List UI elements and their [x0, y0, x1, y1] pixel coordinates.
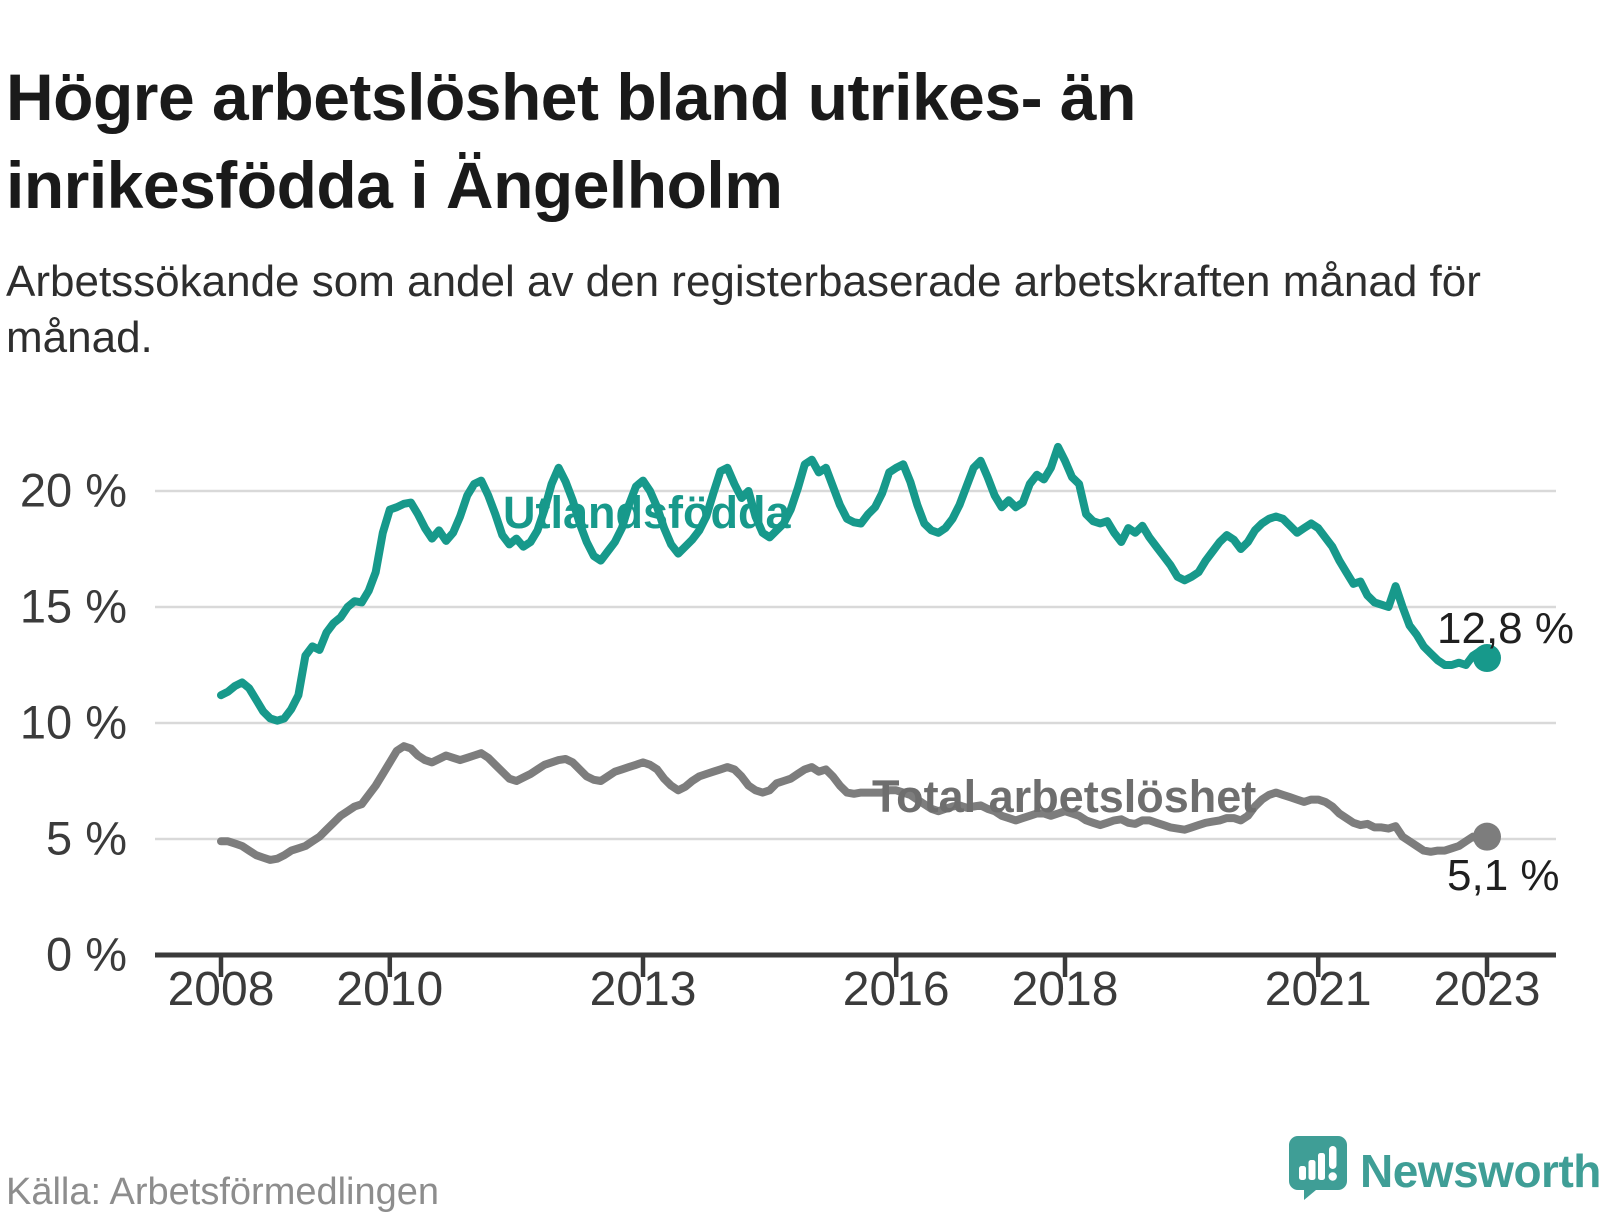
series-label-total-arbetsloshet: Total arbetslöshet — [872, 771, 1257, 822]
series-end-dot-0 — [1473, 644, 1501, 673]
brand-name: Newsworthy — [1360, 1145, 1600, 1197]
end-value-label-total: 5,1 % — [1447, 851, 1560, 900]
brand-logo: Newsworthy — [1289, 1136, 1600, 1200]
series-line-1 — [217, 742, 1491, 864]
newsworthy-icon — [1289, 1136, 1347, 1200]
chart-subtitle: Arbetssökande som andel av den registerb… — [6, 257, 1481, 363]
series-label-utlandsfodda: Utlandsfödda — [503, 487, 791, 538]
source-note: Källa: Arbetsförmedlingen — [6, 1171, 440, 1213]
series-end-dot-1 — [1473, 822, 1501, 851]
series-line-0 — [217, 442, 1491, 725]
end-value-label-utlandsfodda: 12,8 % — [1437, 604, 1574, 653]
page-title: Högre arbetslöshet bland utrikes- än inr… — [6, 60, 1136, 222]
